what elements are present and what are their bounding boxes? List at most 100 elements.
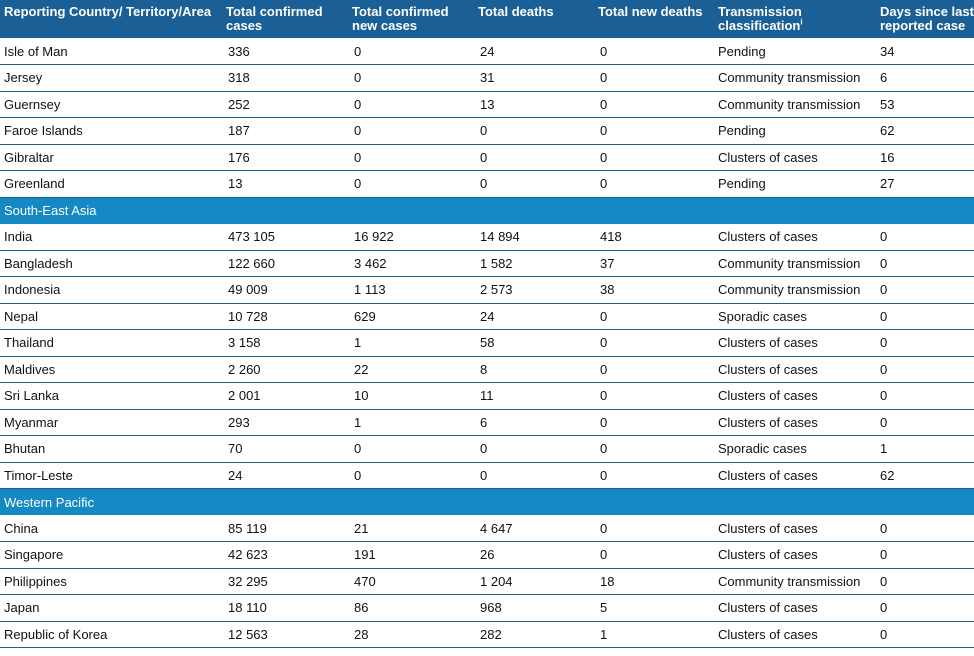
cell-days-since: 0 [880,600,888,616]
cell-transmission: Clusters of cases [718,414,818,430]
cell-transmission: Community transmission [718,96,861,112]
cell-new-confirmed: 0 [354,123,362,139]
cell-country: Myanmar [4,414,59,430]
cell-new-deaths: 0 [600,467,608,483]
cell-new-confirmed: 1 [354,414,362,430]
cell-new-confirmed: 16 922 [354,229,394,244]
cell-total-confirmed: 176 [228,149,250,165]
cell-transmission: Pending [718,43,766,59]
cell-days-since: 27 [880,176,895,192]
cell-total-confirmed: 49 009 [228,282,268,298]
cell-total-deaths: 6 [480,414,488,430]
cell-total-deaths: 31 [480,70,495,86]
table-row: China 85 119 21 4 647 0 Clusters of cases 0 [0,515,974,542]
cell-new-confirmed: 470 [354,573,376,589]
cell-total-confirmed: 10 728 [228,308,268,324]
cell-total-confirmed: 85 119 [228,520,267,536]
cell-country: Sri Lanka [4,388,59,404]
cell-days-since: 0 [880,388,888,404]
table-row: Japan 18 110 86 968 5 Clusters of cases 0 [0,595,974,621]
cell-country: India [4,229,33,244]
cell-days-since: 0 [880,547,888,563]
cell-transmission: Sporadic cases [718,308,807,324]
header-transmission-label: Transmission classification [718,4,802,33]
cell-total-deaths: 24 [480,308,495,324]
cell-transmission: Pending [718,123,766,139]
cell-new-deaths: 0 [600,308,608,324]
cell-new-deaths: 0 [600,176,608,192]
cell-days-since: 53 [880,96,895,112]
table-row: Indonesia 49 009 1 113 2 573 38 Community tra… [0,277,974,303]
cell-total-deaths: 968 [480,600,502,616]
cell-new-confirmed: 0 [354,441,362,457]
cell-total-deaths: 4 647 [480,520,513,536]
cell-transmission: Community transmission [718,573,861,589]
cell-new-deaths: 0 [600,96,608,112]
cell-total-deaths: 282 [480,626,502,642]
table-row: Sri Lanka 2 001 10 11 0 Clusters of cases 0 [0,383,974,409]
cell-new-deaths: 5 [600,600,608,616]
cell-country: Nepal [4,308,38,324]
cell-new-confirmed: 0 [354,70,362,86]
cell-total-deaths: 13 [480,96,495,112]
cell-days-since: 0 [880,573,888,589]
cell-new-confirmed: 1 113 [354,282,386,298]
cell-country: Republic of Korea [4,626,108,642]
table-row: Nepal 10 728 629 24 0 Sporadic cases 0 [0,303,974,330]
cell-new-confirmed: 3 462 [354,255,387,271]
cell-country: Singapore [4,547,64,563]
cell-new-deaths: 0 [600,70,608,86]
cell-country: Thailand [4,335,54,351]
cell-transmission: Community transmission [718,70,861,86]
table-header: Reporting Country/ Territory/Area Total … [0,0,974,38]
table-row: Singapore 42 623 191 26 0 Clusters of cases 0 [0,542,974,568]
cell-total-confirmed: 2 001 [228,388,261,404]
region-label: Western Pacific [4,494,95,510]
header-row: Reporting Country/ Territory/Area Total … [0,0,974,38]
header-new-deaths: Total new deaths [598,4,703,19]
cell-total-confirmed: 473 105 [228,229,275,244]
cell-total-confirmed: 293 [228,414,250,430]
cell-transmission: Clusters of cases [718,626,818,642]
cell-days-since: 16 [880,149,895,165]
cell-new-deaths: 418 [600,229,622,244]
table-row: Myanmar 293 1 6 0 Clusters of cases 0 [0,409,974,436]
table-row: Timor-Leste 24 0 0 0 Clusters of cases 62 [0,462,974,489]
cell-new-confirmed: 0 [354,149,362,165]
cell-country: Indonesia [4,282,61,298]
cell-new-confirmed: 0 [354,96,362,112]
header-country: Reporting Country/ Territory/Area [4,4,212,19]
cell-days-since: 0 [880,626,888,642]
cell-country: Guernsey [4,96,61,112]
cell-total-confirmed: 32 295 [228,573,268,589]
cell-country: Gibraltar [4,149,54,165]
cell-transmission: Sporadic cases [718,441,807,457]
cell-days-since: 1 [880,441,888,457]
cell-transmission: Clusters of cases [718,361,818,377]
cell-country: Jersey [4,70,43,86]
cell-new-confirmed: 86 [354,600,369,616]
cell-total-confirmed: 252 [228,96,250,112]
table-row: Bhutan 70 0 0 0 Sporadic cases 1 [0,436,974,462]
cell-total-confirmed: 2 260 [228,361,261,377]
cell-country: Maldives [4,361,56,377]
cell-new-deaths: 0 [600,123,608,139]
cell-new-deaths: 0 [600,335,608,351]
cell-total-deaths: 0 [480,149,488,165]
cell-days-since: 34 [880,43,895,59]
cell-new-deaths: 0 [600,547,608,563]
cell-country: Bhutan [4,441,46,457]
region-row: Western Pacific [0,488,974,515]
cell-days-since: 0 [880,335,888,351]
cell-total-confirmed: 13 [228,176,243,192]
table-row: Bangladesh 122 660 3 462 1 582 37 Community t… [0,250,974,277]
cell-days-since: 0 [880,255,888,271]
cell-total-confirmed: 18 110 [228,600,267,616]
cell-new-deaths: 0 [600,414,608,430]
footnote-marker: i [800,17,803,27]
cell-total-deaths: 1 204 [480,573,513,589]
cell-new-confirmed: 22 [354,361,369,377]
cell-country: Faroe Islands [4,123,83,139]
table-row: Philippines 32 295 470 1 204 18 Community tra… [0,568,974,595]
cell-total-confirmed: 24 [228,467,243,483]
